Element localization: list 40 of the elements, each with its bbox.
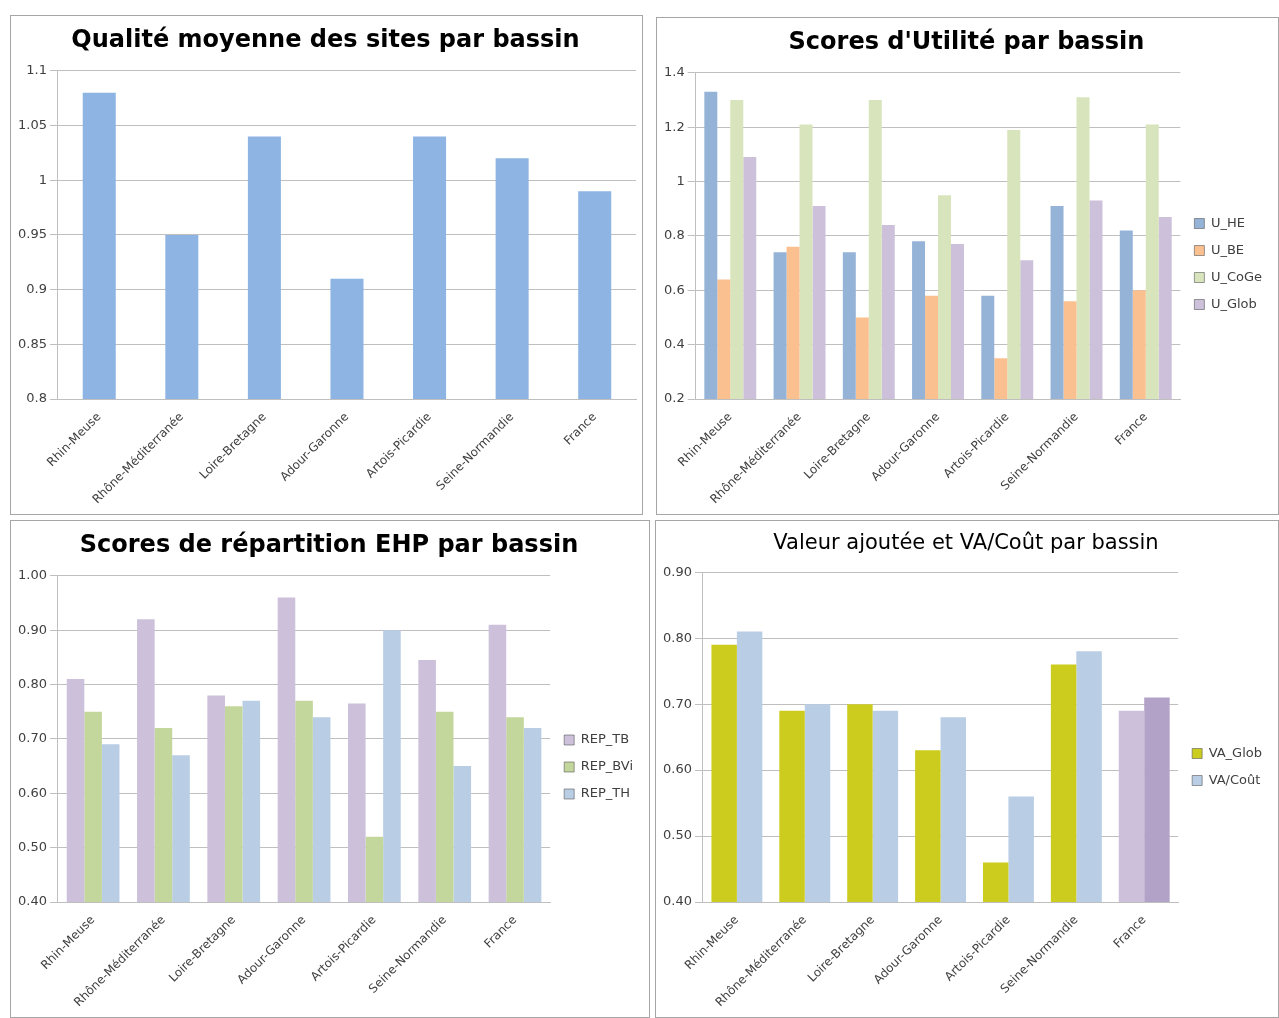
y-tick-label: 0.70 bbox=[662, 695, 692, 711]
legend-label: VA/Coût bbox=[1208, 771, 1261, 787]
y-tick-label: 1 bbox=[38, 171, 47, 187]
legend-label: U_Glob bbox=[1210, 295, 1257, 311]
y-tick-label: 0.40 bbox=[17, 893, 47, 909]
chart-title: Scores de répartition EHP par bassin bbox=[79, 529, 579, 558]
y-tick-label: 0.40 bbox=[662, 893, 692, 909]
y-tick-label: 1.4 bbox=[663, 64, 685, 80]
y-tick-label: 0.70 bbox=[17, 730, 47, 746]
legend-label: U_CoGe bbox=[1210, 268, 1263, 284]
y-tick-label: 1.1 bbox=[26, 62, 47, 78]
y-tick-label: 1.00 bbox=[17, 567, 47, 583]
legend-label: U_BE bbox=[1210, 241, 1245, 257]
y-tick-label: 0.4 bbox=[663, 336, 685, 352]
legend-label: REP_TB bbox=[580, 731, 630, 747]
legend-label: VA_Glob bbox=[1208, 744, 1263, 760]
y-tick-label: 0.80 bbox=[17, 675, 47, 691]
y-tick-label: 0.90 bbox=[662, 563, 692, 579]
y-tick-label: 0.90 bbox=[17, 621, 47, 637]
chart-title: Valeur ajoutée et VA/Coût par bassin bbox=[773, 530, 1159, 555]
legend-label: U_HE bbox=[1210, 214, 1245, 230]
y-tick-label: 0.9 bbox=[26, 280, 47, 296]
y-tick-label: 0.50 bbox=[17, 839, 47, 855]
legend-label: REP_TH bbox=[580, 785, 630, 801]
y-tick-label: 0.50 bbox=[662, 827, 692, 843]
y-tick-label: 1.05 bbox=[17, 116, 47, 132]
legend-label: REP_BVi bbox=[580, 758, 633, 774]
y-tick-label: 0.80 bbox=[662, 629, 692, 645]
y-tick-label: 0.6 bbox=[663, 281, 685, 297]
y-tick-label: 0.60 bbox=[662, 761, 692, 777]
y-tick-label: 0.95 bbox=[17, 226, 47, 242]
chart-title: Scores d'Utilité par bassin bbox=[788, 26, 1145, 55]
y-tick-label: 1.2 bbox=[663, 118, 685, 134]
y-tick-label: 0.2 bbox=[663, 390, 685, 406]
y-tick-label: 0.8 bbox=[663, 227, 685, 243]
y-tick-label: 1 bbox=[676, 172, 685, 188]
y-tick-label: 0.8 bbox=[26, 390, 47, 406]
y-tick-label: 0.60 bbox=[17, 784, 47, 800]
chart-title: Qualité moyenne des sites par bassin bbox=[71, 24, 580, 53]
y-tick-label: 0.85 bbox=[17, 335, 47, 351]
